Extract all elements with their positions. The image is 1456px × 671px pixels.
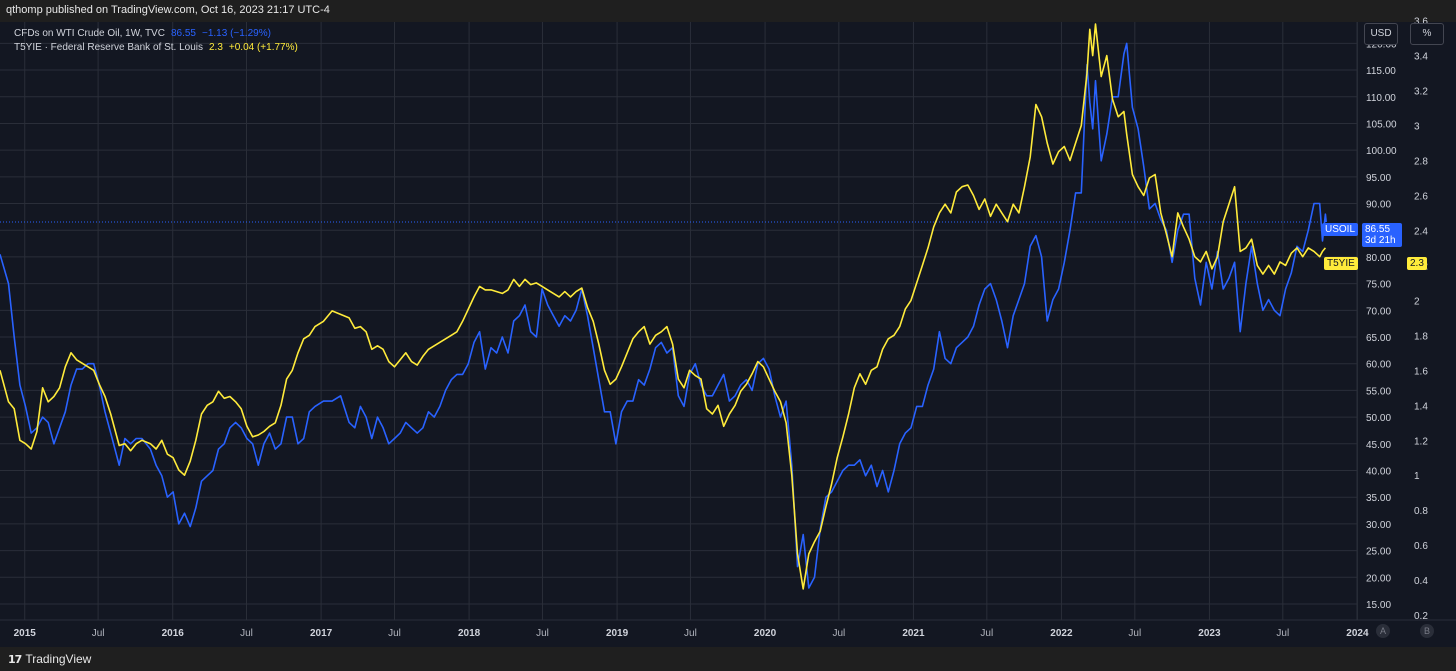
x-tick-label: Jul [980,628,993,639]
usd-axis-tick-label: 65.00 [1366,333,1391,344]
usd-axis-tick-label: 35.00 [1366,493,1391,504]
publish-header: qthomp published on TradingView.com, Oct… [0,0,1456,22]
auto-scale-button[interactable] [1376,624,1390,638]
legend-usoil[interactable]: CFDs on WTI Crude Oil, 1W, TVC 86.55 −1.13… [14,28,271,39]
usoil-price-tag: 86.55 3d 21h [1362,223,1402,247]
usoil-name-tag: USOIL [1322,223,1359,236]
usd-axis-tick-label: 15.00 [1366,600,1391,611]
usoil-series-line [0,42,1327,589]
x-tick-label: 2022 [1050,628,1073,639]
x-tick-label: 2023 [1198,628,1221,639]
percent-axis-tick-label: 1 [1414,471,1420,482]
usd-axis-tick-label: 80.00 [1366,253,1391,264]
tradingview-brand: TradingView [25,652,92,666]
usd-axis-tick-label: 95.00 [1366,173,1391,184]
usd-axis-tick-label: 90.00 [1366,200,1391,211]
legend-t5yie-change: +0.04 (+1.77%) [228,42,298,53]
t5yie-price-tag: 2.3 [1407,257,1427,270]
usd-axis-tick-label: 70.00 [1366,306,1391,317]
usd-axis-tick-label: 40.00 [1366,467,1391,478]
percent-axis-tick-label: 0.8 [1414,506,1428,517]
x-tick-label: Jul [388,628,401,639]
percent-axis-tick-label: 1.8 [1414,331,1428,342]
footer-bar: 17 TradingView [0,647,1456,671]
usd-axis-tick-label: 55.00 [1366,386,1391,397]
percent-axis-tick-label: 3 [1414,122,1420,133]
usd-axis-tick-label: 75.00 [1366,280,1391,291]
percent-axis-tick-label: 0.2 [1414,611,1428,622]
legend-usoil-label: CFDs on WTI Crude Oil, 1W, TVC [14,28,165,39]
t5yie-name-tag: T5YIE [1324,257,1358,270]
usd-axis-tick-label: 100.00 [1366,146,1397,157]
percent-axis-tick-label: 0.4 [1414,576,1428,587]
usd-axis-tick-label: 20.00 [1366,573,1391,584]
percent-button[interactable]: % [1410,23,1444,45]
usoil-countdown: 3d 21h [1365,235,1396,246]
x-tick-label: Jul [92,628,105,639]
publish-info: qthomp published on TradingView.com, Oct… [6,4,330,16]
usoil-price-tag-value: 86.55 [1365,224,1391,235]
usd-axis-tick-label: 45.00 [1366,440,1391,451]
x-tick-label: 2018 [458,628,481,639]
percent-axis-tick-label: 2.6 [1414,191,1428,202]
currency-button[interactable]: USD [1364,23,1398,45]
percent-axis-tick-label: 2.4 [1414,226,1428,237]
legend-t5yie[interactable]: T5YIE · Federal Reserve Bank of St. Loui… [14,42,298,53]
x-tick-label: Jul [684,628,697,639]
x-tick-label: Jul [536,628,549,639]
percent-axis-tick-label: 2 [1414,296,1420,307]
b-button[interactable] [1420,624,1434,638]
x-tick-label: 2020 [754,628,777,639]
x-tick-label: 2015 [14,628,37,639]
usd-axis-tick-label: 105.00 [1366,119,1397,130]
usd-axis-tick-label: 60.00 [1366,360,1391,371]
x-tick-label: 2024 [1346,628,1369,639]
legend-t5yie-value: 2.3 [208,42,223,53]
x-tick-label: 2021 [902,628,925,639]
percent-axis-tick-label: 3.4 [1414,52,1428,63]
percent-axis-tick-label: 3.2 [1414,87,1428,98]
x-tick-label: Jul [1128,628,1141,639]
x-tick-label: 2016 [162,628,185,639]
auto-scale-button-label: A [1380,626,1386,636]
usd-axis-tick-label: 110.00 [1366,93,1396,104]
b-button-label: B [1424,626,1430,636]
percent-axis-tick-label: 1.4 [1414,401,1428,412]
percent-axis-tick-label: 0.6 [1414,541,1428,552]
usd-axis-tick-label: 50.00 [1366,413,1391,424]
usd-axis-tick-label: 25.00 [1366,547,1391,558]
legend-t5yie-label: T5YIE · Federal Reserve Bank of St. Loui… [14,42,203,53]
usd-axis-tick-label: 30.00 [1366,520,1391,531]
legend-usoil-value: 86.55 [170,28,196,39]
percent-axis-tick-label: 2.8 [1414,156,1428,167]
x-tick-label: Jul [832,628,845,639]
t5yie-series-line [0,23,1327,590]
usd-axis-tick-label: 115.00 [1366,66,1396,77]
x-tick-label: 2017 [310,628,333,639]
x-tick-label: Jul [1276,628,1289,639]
x-tick-label: Jul [240,628,253,639]
tradingview-mark-icon: 17 [8,652,22,666]
tradingview-logo[interactable]: 17 TradingView [8,652,91,666]
percent-axis-tick-label: 1.6 [1414,366,1428,377]
percent-axis-tick-label: 1.2 [1414,436,1428,447]
percent-axis-tick-label: 3.6 [1414,17,1428,28]
legend-usoil-change: −1.13 (−1.29%) [201,28,271,39]
x-tick-label: 2019 [606,628,629,639]
